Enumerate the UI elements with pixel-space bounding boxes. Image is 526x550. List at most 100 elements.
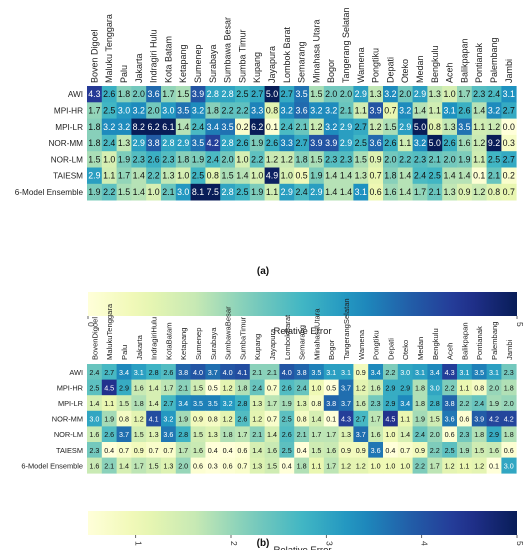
cell-value-label: 8.2 bbox=[133, 122, 145, 132]
colorbar bbox=[88, 292, 517, 316]
heatmap-cell bbox=[116, 183, 132, 201]
cell-value-label: 1.5 bbox=[221, 171, 233, 181]
x-tick-label: Oteko bbox=[400, 59, 410, 83]
heatmap-cell bbox=[412, 442, 428, 458]
heatmap-cell bbox=[175, 379, 191, 396]
x-tick-label: Palu bbox=[120, 345, 129, 360]
heatmap-cell bbox=[101, 457, 117, 474]
cell-value-label: 0.9 bbox=[193, 415, 203, 424]
heatmap-cell bbox=[279, 442, 295, 458]
heatmap-cell bbox=[501, 167, 517, 185]
colorbar-label: Relative Error bbox=[273, 545, 331, 550]
heatmap-cell bbox=[175, 410, 191, 427]
cell-value-label: 2.7 bbox=[503, 154, 515, 164]
cell-value-label: 0.6 bbox=[459, 415, 469, 424]
heatmap-cell bbox=[442, 364, 458, 380]
cell-value-label: 1.9 bbox=[251, 138, 263, 148]
heatmap-panel-a: Boven Digoel Maluku Tenggara Palu Jakarta In… bbox=[15, 7, 525, 337]
heatmap-cell bbox=[116, 167, 132, 185]
heatmap-cell bbox=[279, 86, 295, 103]
heatmap-cell bbox=[175, 118, 191, 136]
heatmap-cell bbox=[353, 426, 369, 443]
cell-value-label: 1.9 bbox=[415, 415, 425, 424]
x-tick-label: BovenDigoel bbox=[90, 317, 99, 360]
heatmap-cell bbox=[146, 151, 162, 168]
heatmap-cell bbox=[309, 151, 325, 168]
cell-value-label: 1.2 bbox=[223, 383, 233, 392]
heatmap-cell bbox=[190, 151, 206, 168]
heatmap-cell bbox=[486, 442, 502, 458]
cell-value-label: 1.6 bbox=[267, 446, 277, 455]
cell-value-label: 1.4 bbox=[89, 399, 99, 408]
heatmap-cell bbox=[486, 86, 502, 103]
heatmap-cell bbox=[309, 86, 325, 103]
heatmap-cell bbox=[338, 395, 354, 412]
heatmap-cell bbox=[368, 379, 384, 396]
heatmap-cell bbox=[87, 167, 103, 185]
cell-value-label: 1.5 bbox=[149, 461, 159, 470]
heatmap-cell bbox=[442, 102, 458, 119]
cell-value-label: 2.1 bbox=[429, 187, 441, 197]
heatmap-cell bbox=[442, 167, 458, 185]
cell-value-label: 2.6 bbox=[103, 89, 115, 99]
cell-value-label: 2.0 bbox=[443, 154, 455, 164]
cell-value-label: 1.1 bbox=[429, 105, 441, 115]
cell-value-label: 1.3 bbox=[443, 122, 455, 132]
heatmap-cell bbox=[442, 151, 458, 168]
heatmap-cell bbox=[471, 410, 487, 427]
heatmap-cell bbox=[368, 410, 384, 427]
heatmap-cell bbox=[457, 395, 473, 412]
heatmap-cell bbox=[368, 426, 384, 443]
heatmap-cell bbox=[397, 410, 413, 427]
cell-value-label: 2.2 bbox=[399, 154, 411, 164]
cell-value-label: 2.2 bbox=[430, 446, 440, 455]
heatmap-cell bbox=[471, 364, 487, 380]
heatmap-cell bbox=[175, 86, 191, 103]
heatmap-cell bbox=[294, 118, 310, 136]
cell-value-label: 2.3 bbox=[504, 368, 514, 377]
heatmap-cell bbox=[279, 395, 295, 412]
cell-value-label: 1.1 bbox=[473, 122, 485, 132]
heatmap-cell bbox=[220, 442, 236, 458]
cell-value-label: 2.8 bbox=[430, 399, 440, 408]
cell-value-label: 2.0 bbox=[325, 89, 337, 99]
heatmap-cell bbox=[323, 364, 339, 380]
heatmap-cell bbox=[486, 102, 502, 119]
heatmap-cell bbox=[87, 442, 103, 458]
heatmap-cell bbox=[101, 364, 117, 380]
cell-value-label: 2.4 bbox=[297, 383, 307, 392]
heatmap-cell bbox=[116, 102, 132, 119]
x-tick-label: Bogor bbox=[326, 59, 336, 83]
cell-value-label: 0.7 bbox=[267, 415, 277, 424]
cell-value-label: 3.5 bbox=[295, 89, 307, 99]
heatmap-cell bbox=[161, 379, 177, 396]
cell-value-label: 1.5 bbox=[88, 154, 100, 164]
cell-value-label: 1.6 bbox=[326, 446, 336, 455]
heatmap-cell bbox=[323, 426, 339, 443]
heatmap-cell bbox=[101, 426, 117, 443]
heatmap-cell bbox=[338, 457, 354, 474]
heatmap-cell bbox=[442, 395, 458, 412]
cell-value-label: 1.5 bbox=[193, 383, 203, 392]
cell-value-label: 0.7 bbox=[267, 383, 277, 392]
cell-value-label: 1.8 bbox=[384, 171, 396, 181]
x-tick-label: Maluku Tenggara bbox=[104, 14, 114, 83]
cell-value-label: 2.7 bbox=[163, 399, 173, 408]
heatmap-cell bbox=[87, 134, 103, 152]
cell-value-label: 2.3 bbox=[459, 430, 469, 439]
heatmap-cell bbox=[101, 151, 117, 168]
heatmap-cell bbox=[338, 183, 354, 201]
cell-value-label: 0.7 bbox=[369, 171, 381, 181]
cell-value-label: 1.0 bbox=[177, 171, 189, 181]
heatmap-cell bbox=[101, 102, 117, 119]
heatmap-cell bbox=[397, 151, 413, 168]
cell-value-label: 2.6 bbox=[443, 138, 455, 148]
cell-value-label: 1.7 bbox=[178, 446, 188, 455]
heatmap-cell bbox=[175, 426, 191, 443]
cell-value-label: 4.2 bbox=[489, 415, 499, 424]
heatmap-cell bbox=[442, 410, 458, 427]
cell-value-label: 2.2 bbox=[147, 171, 159, 181]
y-tick-label: AWI bbox=[68, 90, 83, 99]
heatmap-cell bbox=[442, 118, 458, 136]
cell-value-label: 0.6 bbox=[445, 430, 455, 439]
